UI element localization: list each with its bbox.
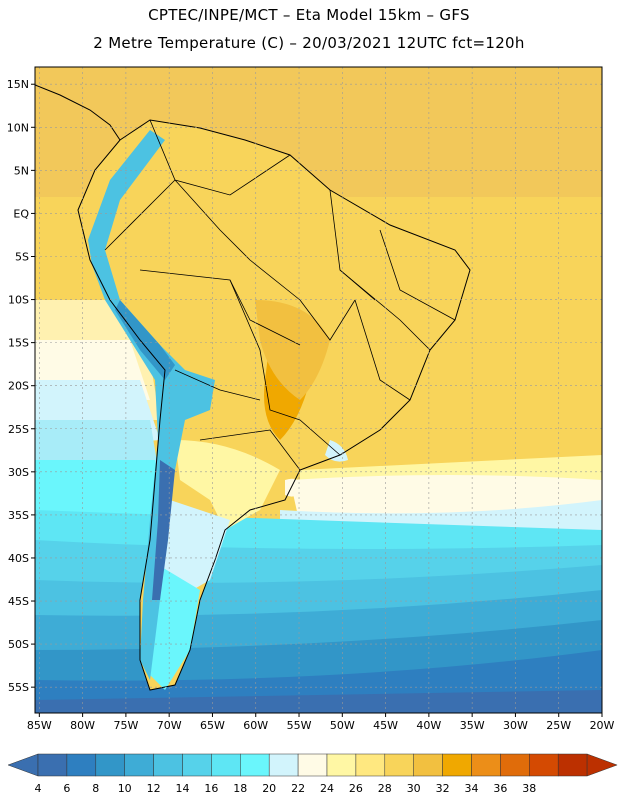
lat-tick-label: 15N bbox=[7, 78, 29, 91]
lat-tick-label: 5S bbox=[15, 250, 29, 263]
lon-tick-label: 25W bbox=[546, 719, 571, 732]
chart-title: CPTEC/INPE/MCT – Eta Model 15km – GFS bbox=[148, 6, 470, 24]
lat-tick-label: 30S bbox=[8, 466, 29, 479]
colorbar-label: 12 bbox=[147, 782, 161, 795]
colorbar-label: 14 bbox=[176, 782, 190, 795]
lat-tick-label: 10N bbox=[7, 121, 29, 134]
colorbar-swatch bbox=[182, 753, 212, 777]
colorbar-swatch bbox=[355, 753, 386, 777]
temperature-field bbox=[35, 67, 602, 713]
colorbar-label: 22 bbox=[291, 782, 305, 795]
colorbar-label: 28 bbox=[378, 782, 392, 795]
colorbar-label: 24 bbox=[320, 782, 334, 795]
colorbar-swatch bbox=[153, 753, 183, 777]
colorbar-swatch bbox=[326, 753, 357, 777]
colorbar-low-arrow bbox=[7, 753, 39, 777]
colorbar-label: 38 bbox=[522, 782, 536, 795]
lat-tick-label: 25S bbox=[8, 423, 29, 436]
colorbar-label: 34 bbox=[465, 782, 479, 795]
colorbar-swatch bbox=[240, 753, 270, 777]
colorbar: 4 6 8 10 12 14 16 18 20 22 24 26 28 30 32 34 36 38 bbox=[7, 753, 618, 795]
lon-tick-label: 30W bbox=[503, 719, 528, 732]
colorbar-label: 18 bbox=[233, 782, 247, 795]
map-frame bbox=[34, 66, 603, 714]
colorbar-swatch bbox=[384, 753, 414, 777]
lat-tick-label: EQ bbox=[13, 207, 29, 220]
lon-tick-label: 20W bbox=[590, 719, 615, 732]
lat-tick-label: 40S bbox=[8, 552, 29, 565]
colorbar-swatch bbox=[211, 753, 241, 777]
colorbar-swatch bbox=[268, 753, 299, 777]
lon-tick-label: 70W bbox=[157, 719, 182, 732]
colorbar-label: 26 bbox=[349, 782, 363, 795]
lat-tick-label: 45S bbox=[8, 595, 29, 608]
lon-tick-label: 35W bbox=[460, 719, 485, 732]
lon-tick-label: 60W bbox=[243, 719, 268, 732]
lat-tick-label: 35S bbox=[8, 509, 29, 522]
colorbar-swatch bbox=[124, 753, 154, 777]
lon-tick-label: 55W bbox=[287, 719, 312, 732]
colorbar-swatch bbox=[297, 753, 328, 777]
colorbar-swatch bbox=[557, 753, 588, 777]
colorbar-label: 6 bbox=[63, 782, 70, 795]
colorbar-high-arrow bbox=[586, 753, 618, 777]
lon-tick-label: 85W bbox=[27, 719, 52, 732]
colorbar-swatch bbox=[500, 753, 530, 777]
lat-tick-label: 5N bbox=[14, 164, 29, 177]
chart-subtitle: 2 Metre Temperature (C) – 20/03/2021 12U… bbox=[93, 34, 525, 52]
lon-tick-label: 45W bbox=[373, 719, 398, 732]
colorbar-label: 8 bbox=[92, 782, 99, 795]
colorbar-label: 36 bbox=[493, 782, 507, 795]
colorbar-swatch bbox=[66, 753, 97, 777]
colorbar-label: 16 bbox=[204, 782, 218, 795]
colorbar-swatch bbox=[37, 753, 68, 777]
colorbar-label: 32 bbox=[436, 782, 450, 795]
lat-tick-label: 15S bbox=[8, 337, 29, 350]
colorbar-label: 10 bbox=[118, 782, 132, 795]
colorbar-swatch bbox=[95, 753, 125, 777]
lat-tick-label: 50S bbox=[8, 638, 29, 651]
lon-tick-label: 65W bbox=[200, 719, 225, 732]
longitude-labels: 85W 80W 75W 70W 65W 60W 55W 50W 45W 40W 35W 30W 25W 2… bbox=[27, 713, 615, 732]
latitude-labels: 15N 10N 5N EQ 5S 10S 15S 20S 25S 30S 35S 40S 45S 50S 5… bbox=[7, 78, 35, 694]
lat-tick-label: 55S bbox=[8, 681, 29, 694]
colorbar-swatch bbox=[413, 753, 443, 777]
colorbar-label: 4 bbox=[35, 782, 42, 795]
lon-tick-label: 50W bbox=[330, 719, 355, 732]
colorbar-label: 20 bbox=[262, 782, 276, 795]
colorbar-label: 30 bbox=[407, 782, 421, 795]
lon-tick-label: 40W bbox=[416, 719, 441, 732]
lat-tick-label: 20S bbox=[8, 380, 29, 393]
lat-tick-label: 10S bbox=[8, 294, 29, 307]
colorbar-swatch bbox=[442, 753, 472, 777]
colorbar-swatch bbox=[529, 753, 559, 777]
colorbar-swatch bbox=[471, 753, 501, 777]
lon-tick-label: 80W bbox=[70, 719, 95, 732]
lon-tick-label: 75W bbox=[113, 719, 138, 732]
